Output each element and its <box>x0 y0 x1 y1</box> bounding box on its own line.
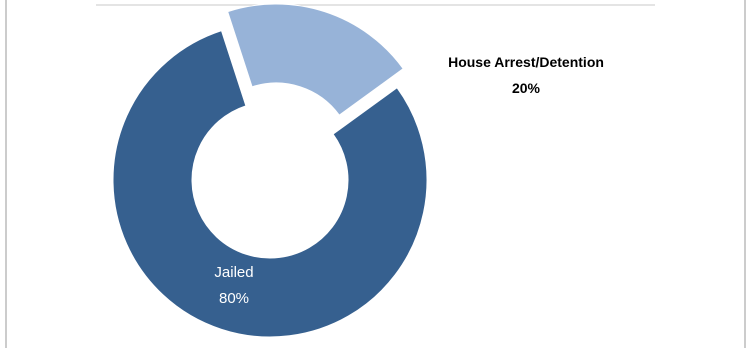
slice-value-house-arrest: 20% <box>512 80 541 96</box>
slice-house-arrest-detention <box>227 3 404 116</box>
slice-label-house-arrest: House Arrest/Detention <box>448 54 604 70</box>
slices-layer <box>112 3 428 338</box>
slice-label-jailed: Jailed <box>214 264 253 281</box>
slice-value-jailed: 80% <box>219 290 249 307</box>
slice-jailed <box>112 30 428 338</box>
